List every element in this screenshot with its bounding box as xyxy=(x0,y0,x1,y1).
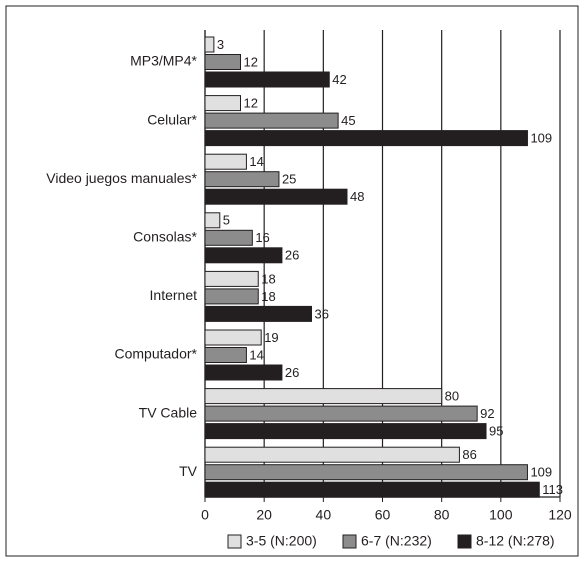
x-tick-label: 120 xyxy=(548,507,572,523)
bar xyxy=(204,481,540,498)
value-label: 95 xyxy=(489,424,503,439)
bar xyxy=(204,423,487,440)
bar xyxy=(204,95,241,112)
value-label: 3 xyxy=(217,37,224,52)
bar xyxy=(204,36,215,53)
value-label: 48 xyxy=(350,189,364,204)
bar xyxy=(204,288,259,305)
bar xyxy=(204,71,330,88)
bar xyxy=(204,54,241,70)
value-label: 86 xyxy=(462,447,476,462)
x-tick-label: 40 xyxy=(316,507,332,523)
x-tick-label: 0 xyxy=(201,507,209,523)
value-label: 80 xyxy=(445,389,459,404)
bar xyxy=(204,112,339,129)
legend-label: 3-5 (N:200) xyxy=(246,533,317,549)
y-tick-label: Celular* xyxy=(147,111,197,127)
y-tick-label: Internet xyxy=(150,287,198,303)
bar xyxy=(204,212,221,229)
bar xyxy=(204,446,460,463)
value-label: 12 xyxy=(244,54,258,69)
frame xyxy=(5,5,579,557)
y-tick-label: Video juegos manuales* xyxy=(46,170,197,186)
y-tick-label: TV xyxy=(179,463,198,479)
y-tick-label: Computador* xyxy=(115,346,198,362)
value-label: 19 xyxy=(264,330,278,345)
value-label: 113 xyxy=(542,482,563,497)
value-label: 92 xyxy=(480,406,494,421)
legend-swatch xyxy=(457,534,472,549)
legend-swatch xyxy=(342,534,357,549)
x-tick-label: 80 xyxy=(434,507,450,523)
value-label: 109 xyxy=(530,465,552,480)
value-label: 26 xyxy=(285,248,299,263)
x-tick-label: 60 xyxy=(375,507,391,523)
bar xyxy=(204,329,262,346)
bar xyxy=(204,405,478,422)
bar xyxy=(204,247,283,264)
x-tick-label: 100 xyxy=(489,507,513,523)
value-label: 14 xyxy=(249,347,263,362)
legend-label: 8-12 (N:278) xyxy=(476,533,555,549)
bar xyxy=(204,270,259,287)
y-tick-label: TV Cable xyxy=(139,404,198,420)
x-tick-label: 20 xyxy=(256,507,272,523)
bar xyxy=(204,171,280,188)
legend-swatch xyxy=(227,534,242,549)
value-label: 26 xyxy=(285,365,299,380)
value-label: 14 xyxy=(249,154,263,169)
bar xyxy=(204,153,247,170)
value-label: 36 xyxy=(315,306,329,321)
bar xyxy=(204,347,247,363)
value-label: 16 xyxy=(255,230,269,245)
bar xyxy=(204,305,312,322)
bar xyxy=(204,388,443,405)
value-label: 25 xyxy=(282,172,296,187)
value-label: 18 xyxy=(261,289,275,304)
value-label: 12 xyxy=(244,96,258,111)
bar xyxy=(204,188,348,205)
value-label: 109 xyxy=(530,131,552,146)
y-tick-label: Consolas* xyxy=(133,229,197,245)
value-label: 45 xyxy=(341,113,355,128)
legend-label: 6-7 (N:232) xyxy=(361,533,432,549)
bar xyxy=(204,130,528,147)
bar xyxy=(204,229,253,246)
bar xyxy=(204,364,283,381)
value-label: 5 xyxy=(223,213,230,228)
value-label: 18 xyxy=(261,271,275,286)
bar xyxy=(204,464,528,481)
y-tick-label: MP3/MP4* xyxy=(130,53,197,69)
value-label: 42 xyxy=(332,72,346,87)
